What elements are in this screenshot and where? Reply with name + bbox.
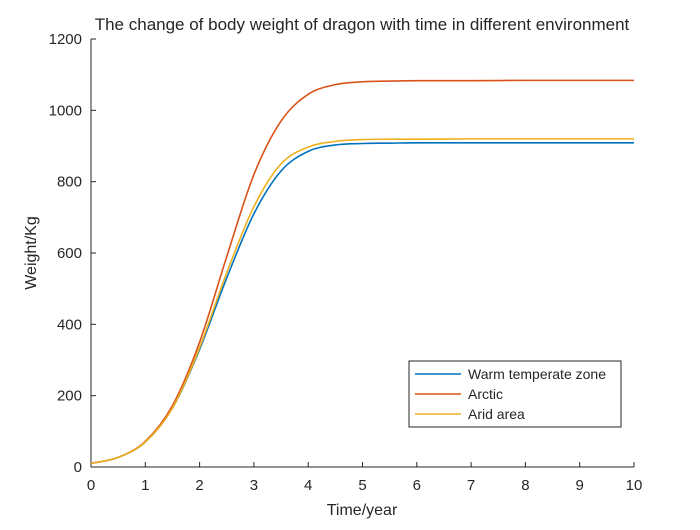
x-tick-label: 7: [467, 477, 475, 494]
x-tick-label: 9: [576, 477, 584, 494]
legend-label-arid-area: Arid area: [468, 406, 525, 422]
x-tick-label: 5: [358, 477, 366, 494]
y-tick-label: 1000: [49, 102, 82, 119]
chart-title: The change of body weight of dragon with…: [95, 15, 630, 34]
x-tick-label: 10: [626, 477, 643, 494]
x-tick-label: 4: [304, 477, 312, 494]
y-tick-label: 600: [57, 245, 82, 262]
y-tick-label: 1200: [49, 31, 82, 48]
y-tick-label: 200: [57, 388, 82, 405]
x-tick-label: 8: [521, 477, 529, 494]
y-axis-title: Weight/Kg: [23, 216, 40, 290]
y-tick-label: 0: [74, 459, 82, 476]
x-tick-label: 1: [141, 477, 149, 494]
series-line-arid-area: [90, 138, 634, 465]
legend: Warm temperate zone Arctic Arid area: [408, 360, 622, 428]
x-axis-title: Time/year: [327, 502, 398, 519]
x-tick-label: 0: [87, 477, 95, 494]
x-tick-label: 2: [195, 477, 203, 494]
series-lines: [90, 79, 634, 465]
axes: 0 1 2 3 4 5 6 7 8 9 10 0 200 400 600 800 1000 1200: [49, 31, 643, 494]
y-tick-label: 800: [57, 174, 82, 191]
y-tick-label: 400: [57, 316, 82, 333]
series-line-arctic: [90, 79, 634, 465]
legend-label-arctic: Arctic: [468, 386, 503, 402]
x-tick-label: 6: [413, 477, 421, 494]
legend-label-warm-temperate-zone: Warm temperate zone: [468, 366, 606, 382]
x-tick-label: 3: [250, 477, 258, 494]
